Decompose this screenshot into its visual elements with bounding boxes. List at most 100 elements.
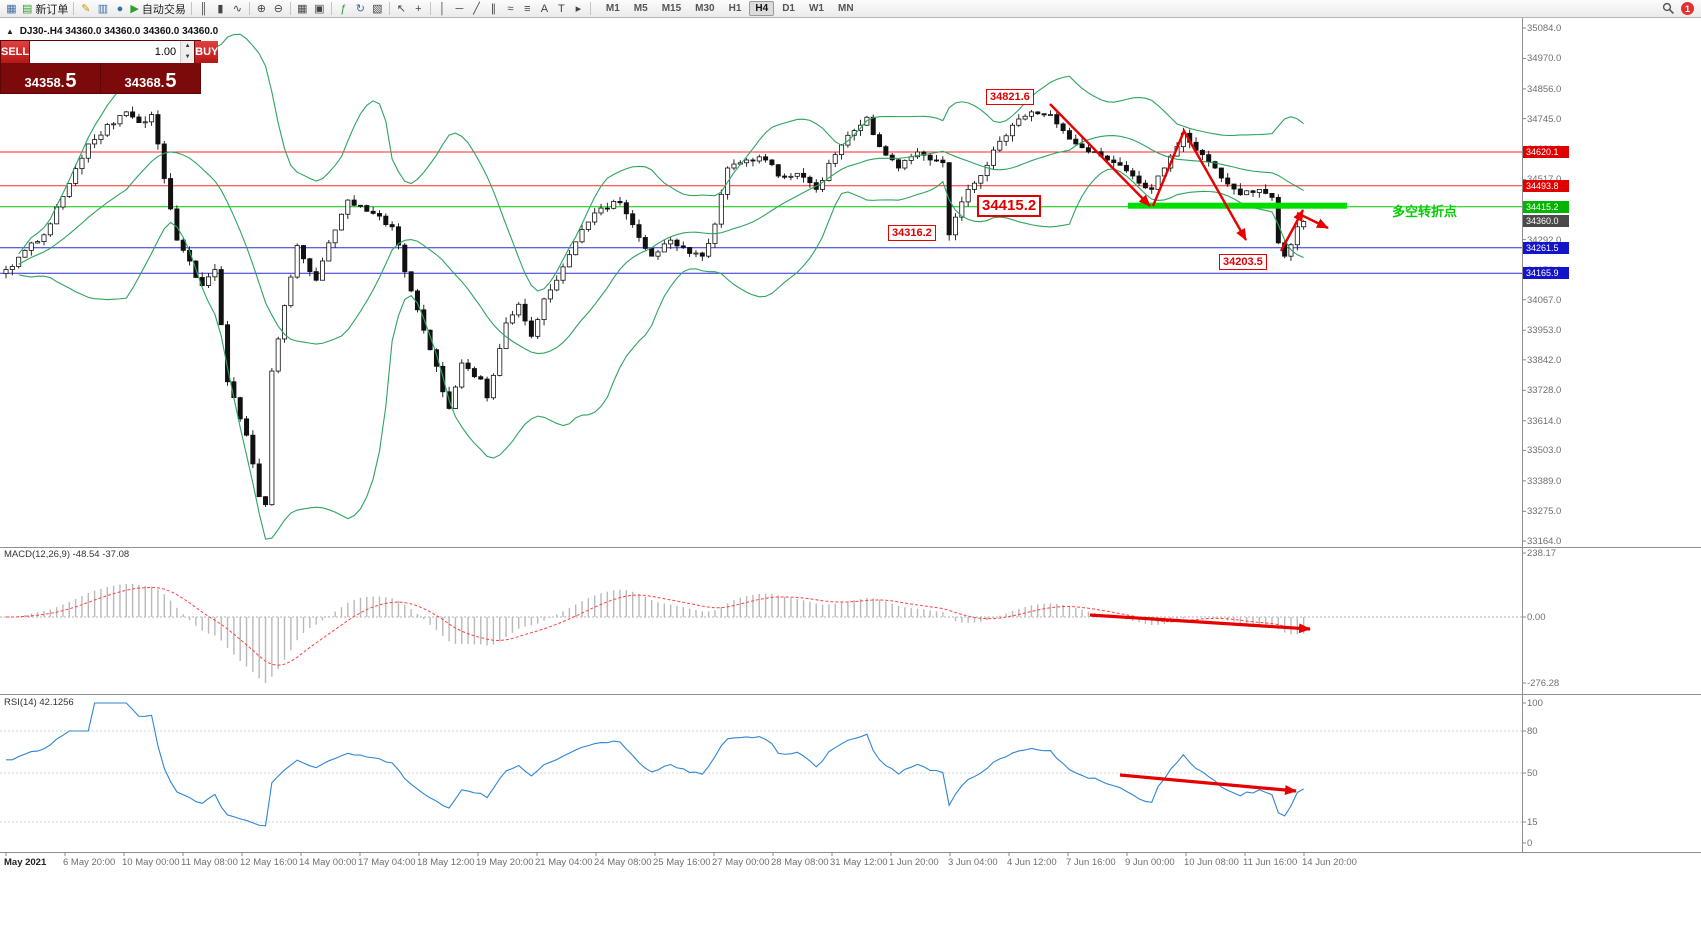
search-icon[interactable] xyxy=(1660,1,1677,17)
vertical-line-icon[interactable]: │ xyxy=(434,1,451,17)
volume-down-button[interactable]: ▼ xyxy=(181,52,195,63)
trend-arrow[interactable] xyxy=(1279,209,1305,252)
timeframe-m15-button[interactable]: M15 xyxy=(661,3,682,14)
price-axis-label: 34970.0 xyxy=(1527,53,1562,65)
symbol-ohlc: 34360.0 34360.0 34360.0 34360.0 xyxy=(65,26,219,37)
macd-indicator-label: MACD(12,26,9) -48.54 -37.08 xyxy=(4,549,130,560)
auto-arrange-icon: ▣ xyxy=(314,2,325,15)
toolbar-separator xyxy=(73,2,75,15)
price-axis-label: 34067.0 xyxy=(1527,294,1562,306)
timeframe-m1-button[interactable]: M1 xyxy=(605,3,620,14)
macd-trend-arrow[interactable] xyxy=(1089,613,1311,634)
auto-arrange-icon[interactable]: ▣ xyxy=(311,1,328,17)
timeframe-m30-button[interactable]: M30 xyxy=(695,3,715,14)
toolbar-separator xyxy=(190,2,192,15)
data-window-icon: ● xyxy=(116,2,124,15)
bollinger-upper-band[interactable] xyxy=(18,33,1304,292)
crosshair-icon[interactable]: + xyxy=(410,1,427,17)
buy-button[interactable]: BUY xyxy=(194,41,219,63)
rsi-line[interactable] xyxy=(6,702,1304,827)
price-axis-label: 33842.0 xyxy=(1527,354,1562,366)
time-axis-label: 27 May 00:00 xyxy=(712,857,770,868)
time-axis-label: 3 Jun 04:00 xyxy=(948,857,998,868)
rsi-axis-label: 80 xyxy=(1527,726,1538,737)
indicators-icon[interactable]: ƒ xyxy=(335,1,352,17)
label-icon[interactable]: T xyxy=(553,1,570,17)
toolbar-separator xyxy=(289,2,291,15)
vertical-line-icon: │ xyxy=(438,2,446,15)
price-annotation: 34415.2 xyxy=(977,195,1042,217)
metaeditor-icon[interactable]: ✎ xyxy=(77,1,94,17)
sell-button[interactable]: SELL xyxy=(1,41,31,63)
trend-arrow[interactable] xyxy=(1049,103,1151,207)
time-axis-label: 10 Jun 08:00 xyxy=(1184,857,1239,868)
new-order-button-label: 新订单 xyxy=(35,3,69,16)
horizontal-line-icon: ─ xyxy=(455,2,464,15)
line-chart-icon[interactable]: ∿ xyxy=(229,1,246,17)
templates-icon[interactable]: ▧ xyxy=(369,1,386,17)
tile-windows-icon[interactable]: ▦ xyxy=(294,1,311,17)
chart-window-icon[interactable]: ▦ xyxy=(3,1,20,17)
cursor-icon: ↖ xyxy=(396,2,406,15)
support-highlight-bar[interactable] xyxy=(1128,202,1347,209)
trend-arrow[interactable] xyxy=(1296,211,1329,230)
trendline-icon[interactable]: ╱ xyxy=(468,1,485,17)
shapes-icon: ≡ xyxy=(524,2,531,15)
cursor-icon[interactable]: ↖ xyxy=(393,1,410,17)
price-axis-label: 33953.0 xyxy=(1527,325,1562,337)
toolbar-right: 1 xyxy=(1660,1,1698,17)
new-order-button[interactable]: ▤ 新订单 xyxy=(20,1,70,17)
macd-axis-label: 0.00 xyxy=(1527,612,1546,623)
autotrading-button-label: 自动交易 xyxy=(141,3,186,16)
notification-badge[interactable]: 1 xyxy=(1681,2,1694,15)
metaeditor-icon: ✎ xyxy=(81,2,91,15)
timeframe-toolbar: M1 M5 M15 M30 H1 H4 D1 W1 MN xyxy=(600,1,860,16)
sell-price[interactable]: 34358. 5 xyxy=(1,63,101,93)
periods-icon[interactable]: ↻ xyxy=(352,1,369,17)
bollinger-middle-band[interactable] xyxy=(18,134,1304,355)
channel-icon[interactable]: ∥ xyxy=(485,1,502,17)
macd-signal-line[interactable] xyxy=(5,586,1304,666)
price-tag: 34620.1 xyxy=(1523,145,1569,158)
horizontal-line-icon[interactable]: ─ xyxy=(451,1,468,17)
toolbar-separator xyxy=(429,2,431,15)
text-icon[interactable]: A xyxy=(536,1,553,17)
volume-input[interactable] xyxy=(30,41,181,63)
toolbar-buttons: ▦ ▤ 新订单 ✎ ▥ ● ▶ 自动交易 ║ ▮ ∿ ⊕ ⊖ ▦ ▣ ƒ ↻ ▧ ↖ + │ ─ ╱ ∥ ≈ ≡ A T ▸ xyxy=(3,1,594,17)
arrows-icon[interactable]: ▸ xyxy=(570,1,587,17)
autotrading-button[interactable]: ▶ 自动交易 xyxy=(128,1,187,17)
shapes-icon[interactable]: ≡ xyxy=(519,1,536,17)
timeframe-h4-button[interactable]: H4 xyxy=(749,1,775,16)
fibonacci-icon[interactable]: ≈ xyxy=(502,1,519,17)
candlesticks-icon[interactable]: ▮ xyxy=(212,1,229,17)
timeframe-w1-button[interactable]: W1 xyxy=(808,3,824,14)
price-axis-label: 33275.0 xyxy=(1527,506,1562,518)
timeframe-mn-button[interactable]: MN xyxy=(837,3,854,14)
price-tag: 34360.0 xyxy=(1523,215,1569,228)
volume-up-button[interactable]: ▲ xyxy=(181,41,195,52)
market-watch-icon: ▥ xyxy=(97,2,109,15)
symbol-info: ▲ DJ30-.H4 34360.0 34360.0 34360.0 34360… xyxy=(6,26,218,37)
zoom-in-icon[interactable]: ⊕ xyxy=(253,1,270,17)
data-window-icon[interactable]: ● xyxy=(111,1,128,17)
market-watch-icon[interactable]: ▥ xyxy=(94,1,111,17)
timeframe-h1-button[interactable]: H1 xyxy=(728,3,742,14)
trend-arrow[interactable] xyxy=(1151,128,1248,241)
price-axis-label: 33728.0 xyxy=(1527,385,1562,397)
time-axis-label: 19 May 20:00 xyxy=(476,857,534,868)
zoom-out-icon[interactable]: ⊖ xyxy=(270,1,287,17)
macd-axis-label: -276.28 xyxy=(1527,678,1560,689)
timeframe-m5-button[interactable]: M5 xyxy=(633,3,648,14)
rsi-axis-label: 50 xyxy=(1527,768,1538,779)
rsi-trend-arrow[interactable] xyxy=(1119,773,1297,795)
timeframe-d1-button[interactable]: D1 xyxy=(782,3,795,14)
time-axis-label: 4 Jun 12:00 xyxy=(1007,857,1057,868)
buy-price[interactable]: 34368. 5 xyxy=(124,70,177,92)
templates-icon: ▧ xyxy=(372,2,383,15)
bollinger-lower-band[interactable] xyxy=(18,168,1304,540)
price-annotation: 34203.5 xyxy=(1219,254,1267,270)
bars-icon[interactable]: ║ xyxy=(195,1,212,17)
time-axis-label: 18 May 12:00 xyxy=(417,857,475,868)
chart-window-icon: ▦ xyxy=(6,2,17,15)
